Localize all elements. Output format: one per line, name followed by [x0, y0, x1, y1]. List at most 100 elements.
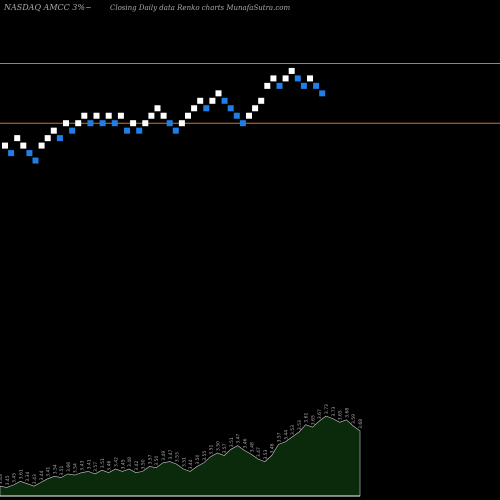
volume-label: 3.46: [243, 438, 249, 448]
renko-brick: [233, 112, 240, 119]
volume-label: 3.73: [331, 406, 337, 416]
volume-label: 3.44: [39, 470, 45, 480]
volume-label: 3.50: [141, 459, 147, 469]
renko-brick: [20, 142, 27, 149]
volume-label: 3.50: [195, 454, 201, 464]
volume-label: 3.57: [147, 454, 153, 464]
volume-label: 3.55: [202, 451, 208, 461]
renko-brick: [307, 75, 313, 82]
volume-label: 3.57: [222, 443, 228, 453]
renko-brick: [313, 82, 320, 89]
renko-brick: [300, 82, 307, 89]
volume-label: 3.53: [175, 452, 181, 462]
volume-label: 3.51: [100, 458, 106, 468]
renko-brick: [69, 127, 76, 134]
renko-brick: [63, 120, 69, 127]
volume-label: 3.54: [52, 464, 58, 474]
volume-label: 3.49: [161, 451, 167, 461]
volume-label: 3.54: [73, 463, 79, 473]
reference-lines: [0, 62, 500, 124]
volume-label: 3.67: [317, 409, 323, 419]
renko-brick: [111, 120, 118, 127]
volume-label: 3.57: [277, 432, 283, 442]
volume-label: 3.57: [93, 462, 99, 472]
volume-label: 3.50: [154, 456, 160, 466]
renko-brick: [99, 120, 106, 127]
renko-brick: [130, 120, 137, 127]
volume-label: 3.51: [181, 457, 187, 467]
volume-label: 3.46: [270, 443, 276, 453]
volume-label: 3.61: [304, 413, 310, 423]
volume-label: 3.34: [25, 472, 31, 482]
volume-label: 3.47: [256, 447, 262, 457]
renko-brick: [32, 157, 39, 164]
volume-label: 3.68: [358, 419, 364, 429]
volume-label: 3.51: [229, 437, 235, 447]
renko-brick: [75, 120, 82, 127]
renko-brick: [8, 150, 15, 157]
chart-title-left: NASDAQ AMCC 3%~: [3, 3, 92, 12]
renko-brick: [154, 105, 161, 112]
volume-label: 3.46: [107, 461, 113, 471]
renko-brick: [50, 127, 57, 134]
renko-brick: [14, 135, 21, 142]
renko-brick: [270, 75, 277, 82]
volume-label: 3.47: [236, 433, 242, 443]
renko-brick: [178, 120, 185, 127]
renko-brick: [38, 142, 45, 149]
renko-brick: [197, 97, 204, 104]
renko-brick: [191, 105, 198, 112]
renko-brick: [142, 120, 149, 127]
renko-brick: [319, 90, 326, 97]
volume-label: 3.53: [297, 420, 303, 430]
volume-label: 3.73: [324, 404, 330, 414]
volume-label: 3.43: [32, 474, 38, 484]
volume-label: 3.50: [215, 441, 221, 451]
volume-label: 3.48: [127, 457, 133, 467]
renko-brick: [93, 112, 100, 119]
renko-brick: [56, 135, 63, 142]
renko-brick: [44, 135, 51, 142]
renko-brick: [172, 127, 179, 134]
volume-panel: 3.43 3.45 3.45 3.61 3.34 3.43 3.44 3.41 3.54 3.51…: [0, 404, 364, 497]
renko-brick: [160, 112, 167, 119]
volume-label: 3.41: [86, 459, 92, 469]
renko-brick: [185, 112, 191, 119]
volume-label: 3.65: [311, 415, 317, 425]
renko-brick: [258, 97, 265, 104]
renko-brick: [215, 90, 222, 97]
renko-brick: [124, 127, 130, 134]
volume-label: 3.41: [46, 467, 52, 477]
volume-label: 3.43: [0, 474, 4, 484]
volume-label: 3.51: [59, 465, 65, 475]
volume-label: 3.42: [134, 461, 140, 471]
volume-label: 3.51: [209, 445, 215, 455]
renko-brick: [288, 67, 295, 74]
renko-brick: [166, 120, 173, 127]
volume-label: 3.65: [338, 410, 344, 420]
renko-brick: [203, 105, 210, 112]
renko-brick: [221, 97, 228, 104]
renko-brick: [87, 120, 94, 127]
renko-brick: [246, 112, 252, 119]
volume-label: 3.66: [66, 462, 72, 472]
renko-brick: [294, 75, 301, 82]
renko-brick: [282, 75, 289, 82]
renko-brick: [239, 120, 246, 127]
volume-label: 3.53: [263, 449, 269, 459]
volume-area: [0, 415, 361, 497]
volume-label: 3.53: [290, 425, 296, 435]
renko-brick: [252, 105, 259, 112]
renko-brick: [81, 112, 88, 119]
renko-brick: [105, 112, 112, 119]
renko-brick: [117, 112, 124, 119]
renko-brick: [2, 142, 8, 149]
volume-label: 3.45: [12, 473, 18, 483]
renko-brick: [148, 112, 155, 119]
volume-label: 3.44: [283, 430, 289, 440]
volume-label: 3.48: [249, 442, 255, 452]
chart-title-center: Closing Daily data Renko charts MunafaSu…: [110, 4, 290, 12]
volume-label: 3.45: [5, 475, 11, 485]
